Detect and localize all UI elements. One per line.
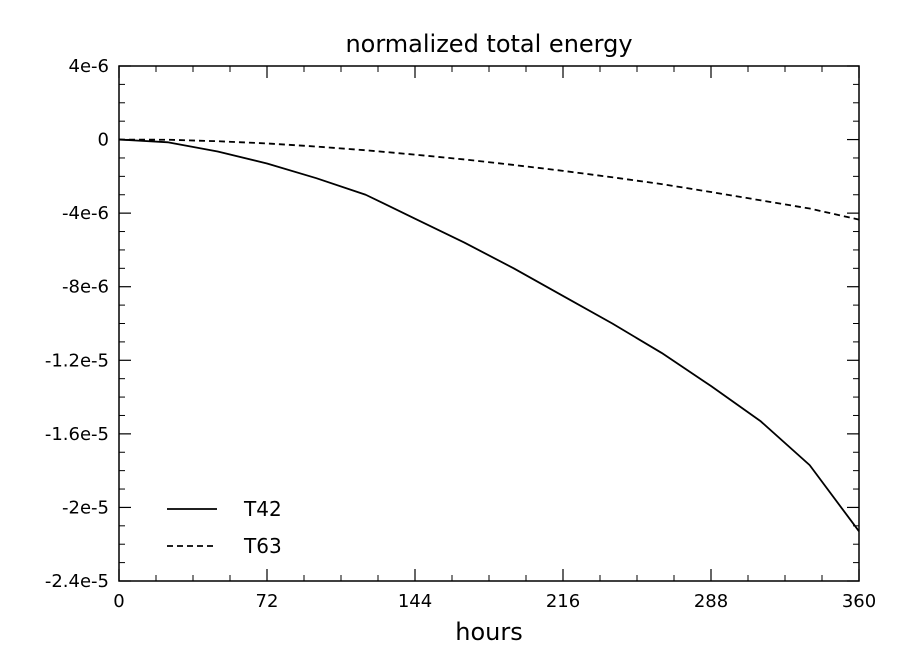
series-line-t63 — [118, 138, 860, 221]
x-tick-label: 144 — [398, 591, 432, 612]
y-tick-label: -8e-6 — [62, 277, 109, 298]
y-tick-label: -1.6e-5 — [45, 424, 109, 445]
y-tick-label: 4e-6 — [69, 56, 109, 77]
legend-label-t63: T63 — [243, 534, 282, 558]
x-tick-label: 360 — [842, 591, 876, 612]
plot-frame — [118, 65, 860, 582]
legend-label-t42: T42 — [243, 497, 282, 521]
x-tick-label: 288 — [694, 591, 728, 612]
y-tick-label: -2.4e-5 — [45, 571, 109, 592]
y-tick-label: 0 — [98, 130, 109, 151]
y-tick-label: -4e-6 — [62, 203, 109, 224]
x-tick-label: 72 — [256, 591, 279, 612]
y-tick-label: -1.2e-5 — [45, 350, 109, 371]
x-axis-label: hours — [455, 618, 522, 646]
x-tick-label: 0 — [113, 591, 124, 612]
series-line-t42 — [118, 138, 860, 532]
x-tick-label: 216 — [546, 591, 580, 612]
chart-title: normalized total energy — [345, 30, 632, 58]
y-tick-label: -2e-5 — [62, 497, 109, 518]
